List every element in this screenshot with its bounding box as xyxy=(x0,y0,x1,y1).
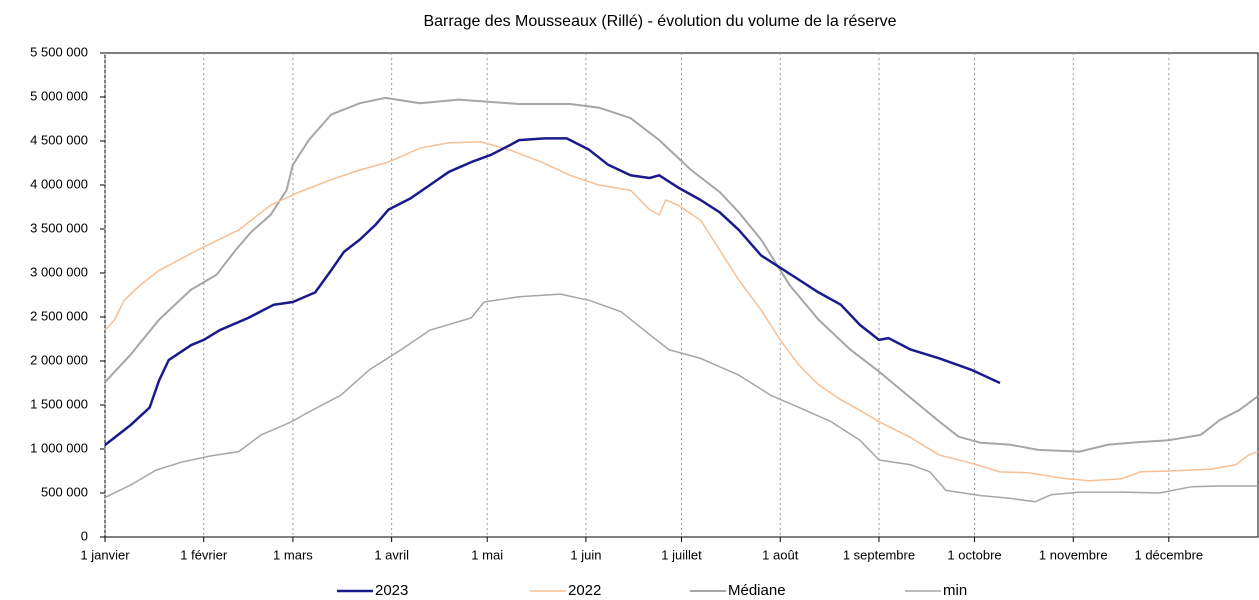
legend-label: Médiane xyxy=(728,582,786,599)
y-tick-label: 4 500 000 xyxy=(30,132,88,147)
x-tick-label: 1 août xyxy=(762,547,799,562)
x-tick-label: 1 février xyxy=(180,547,228,562)
legend-label: 2022 xyxy=(568,582,601,599)
y-tick-label: 1 500 000 xyxy=(30,396,88,411)
y-tick-label: 5 500 000 xyxy=(30,44,88,59)
x-tick-label: 1 janvier xyxy=(80,547,130,562)
x-tick-label: 1 novembre xyxy=(1039,547,1108,562)
x-tick-label: 1 octobre xyxy=(947,547,1001,562)
y-tick-label: 3 500 000 xyxy=(30,220,88,235)
x-tick-label: 1 septembre xyxy=(843,547,915,562)
legend-label: 2023 xyxy=(375,582,408,599)
x-tick-label: 1 juin xyxy=(570,547,601,562)
x-tick-label: 1 mars xyxy=(273,547,313,562)
chart-title: Barrage des Mousseaux (Rillé) - évolutio… xyxy=(423,13,896,30)
legend-label: min xyxy=(943,582,967,599)
series-line xyxy=(104,293,1258,503)
series-line xyxy=(104,137,1001,446)
y-tick-label: 1 000 000 xyxy=(30,440,88,455)
y-tick-label: 3 000 000 xyxy=(30,264,88,279)
x-tick-label: 1 juillet xyxy=(661,547,702,562)
y-tick-label: 500 000 xyxy=(41,484,88,499)
y-tick-label: 4 000 000 xyxy=(30,176,88,191)
series-line xyxy=(104,141,1259,482)
series-line xyxy=(104,96,1259,453)
x-tick-label: 1 mai xyxy=(471,547,503,562)
x-tick-label: 1 décembre xyxy=(1134,547,1203,562)
y-tick-label: 2 000 000 xyxy=(30,352,88,367)
y-tick-label: 2 500 000 xyxy=(30,308,88,323)
y-tick-label: 0 xyxy=(81,528,88,543)
y-tick-label: 5 000 000 xyxy=(30,88,88,103)
x-tick-label: 1 avril xyxy=(374,547,409,562)
